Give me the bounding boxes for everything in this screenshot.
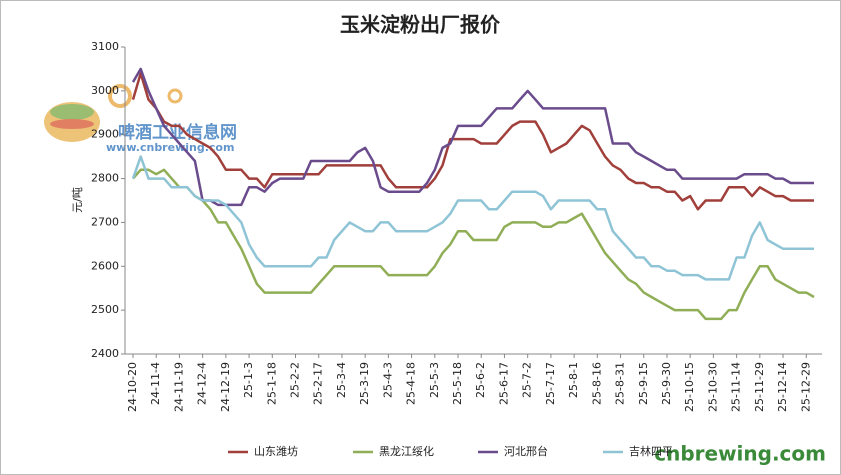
footer-brand: cnbrewing.com: [654, 442, 826, 466]
x-tick-label: 24-10-20: [126, 362, 139, 412]
watermark-logo: [44, 84, 183, 142]
legend-label: 吉林四平: [629, 444, 673, 458]
y-axis-label: 元/吨: [71, 187, 84, 213]
x-tick-label: 25-7-2: [521, 362, 534, 398]
y-tick-label: 3100: [91, 40, 119, 53]
x-tick-label: 25-5-18: [451, 362, 464, 405]
y-tick-label: 2600: [91, 259, 119, 272]
x-tick-label: 24-11-4: [149, 362, 162, 405]
x-tick-label: 25-8-1: [567, 362, 580, 398]
x-tick-label: 25-6-17: [497, 362, 510, 405]
x-tick-label: 25-12-14: [776, 362, 789, 412]
x-tick-label: 25-1-18: [265, 362, 278, 405]
x-tick-label: 24-11-19: [172, 362, 185, 412]
y-tick-label: 2500: [91, 303, 119, 316]
series-line: [131, 72, 814, 211]
x-tick-label: 25-8-16: [590, 362, 603, 405]
legend-label: 河北邢台: [504, 444, 548, 458]
y-tick-label: 2400: [91, 347, 119, 360]
series-line: [132, 168, 815, 321]
x-tick-label: 25-11-29: [753, 362, 766, 412]
x-tick-label: 25-8-31: [614, 362, 627, 405]
y-tick-label: 2900: [91, 128, 119, 141]
y-tick-label: 2800: [91, 172, 119, 185]
x-tick-label: 25-7-17: [544, 362, 557, 405]
y-tick-label: 3000: [91, 84, 119, 97]
series-line: [131, 155, 814, 281]
x-tick-label: 25-9-30: [660, 362, 673, 405]
x-tick-label: 25-3-4: [335, 362, 348, 398]
legend-label: 黑龙江绥化: [379, 444, 434, 458]
x-tick-label: 25-1-3: [242, 362, 255, 398]
x-tick-label: 25-12-29: [799, 362, 812, 412]
x-tick-label: 25-9-15: [637, 362, 650, 405]
x-tick-label: 24-12-4: [196, 362, 209, 405]
watermark-text: 啤酒工业信息网: [118, 122, 237, 143]
legend-label: 山东潍坊: [254, 444, 298, 458]
x-tick-label: 25-6-2: [474, 362, 487, 398]
x-tick-label: 25-11-14: [730, 362, 743, 412]
chart-title: 玉米淀粉出厂报价: [340, 13, 501, 37]
x-tick-label: 25-2-2: [289, 362, 302, 398]
series-line: [131, 67, 814, 207]
x-tick-label: 25-4-3: [381, 362, 394, 398]
x-tick-label: 24-12-19: [219, 362, 232, 412]
x-tick-label: 25-10-15: [683, 362, 696, 412]
y-tick-label: 2700: [91, 215, 119, 228]
x-tick-label: 25-4-18: [405, 362, 418, 405]
x-tick-label: 25-2-17: [312, 362, 325, 405]
x-tick-label: 25-10-30: [706, 362, 719, 412]
x-tick-label: 25-3-19: [358, 362, 371, 405]
x-tick-label: 25-5-3: [428, 362, 441, 398]
